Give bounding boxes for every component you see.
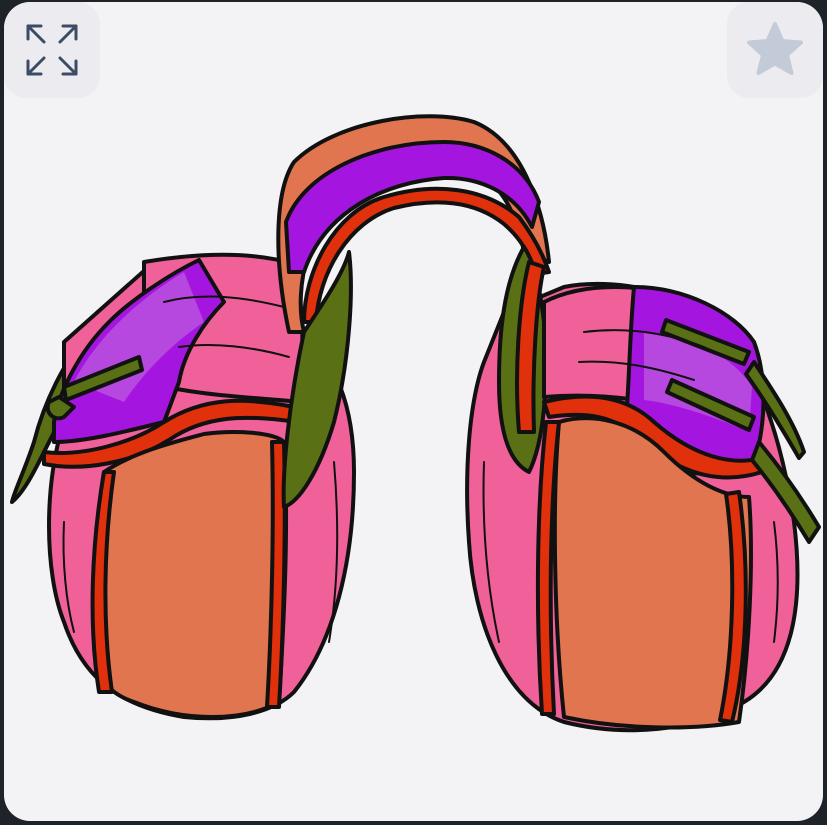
right-side-strap: [744, 360, 806, 460]
right-strap-red-edge: [515, 260, 546, 434]
saddle-bags-artwork[interactable]: [4, 2, 823, 821]
right-buckle-strap-2: [665, 378, 756, 432]
bridge-strap-red-inner: [302, 186, 551, 324]
expand-icon: [26, 24, 78, 76]
left-piping-right: [265, 440, 287, 709]
right-piping-left: [535, 420, 561, 716]
left-buckle-strap-2: [45, 395, 76, 421]
star-icon: [747, 22, 803, 75]
left-inner-strap: [281, 250, 353, 509]
right-buckle-strap-1: [660, 318, 751, 366]
right-piping-right: [718, 490, 748, 724]
bridge-strap-purple: [284, 140, 541, 274]
right-side-strap-lower: [750, 440, 821, 544]
coloring-canvas[interactable]: [4, 2, 823, 821]
expand-button[interactable]: [4, 2, 100, 98]
left-buckle-strap-1: [62, 355, 144, 402]
left-front-panel: [92, 430, 289, 719]
left-piping-left: [90, 470, 116, 694]
favorite-button[interactable]: [727, 2, 823, 98]
right-front-panel: [552, 416, 753, 730]
